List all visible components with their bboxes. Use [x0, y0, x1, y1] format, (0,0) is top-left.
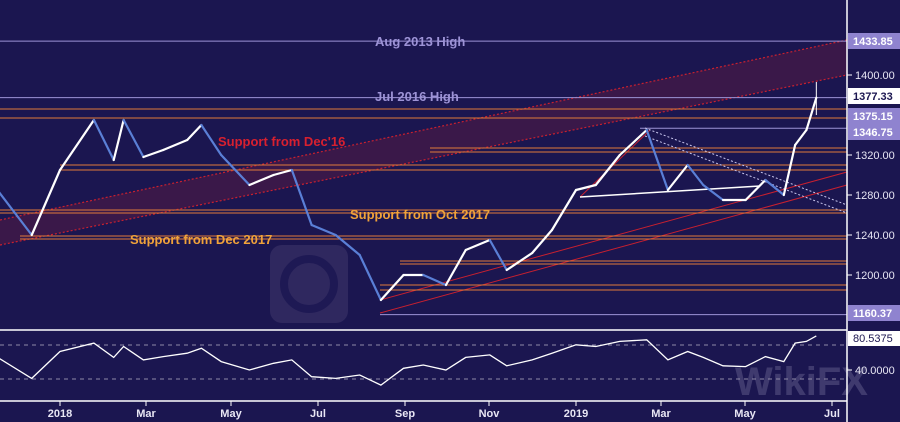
support-channel-dec16 [0, 39, 848, 246]
annotation-support-dec-2017: Support from Dec 2017 [130, 232, 272, 247]
price-segment [358, 253, 383, 302]
price-label: 1160.37 [853, 308, 892, 320]
x-tick-label: Sep [395, 408, 415, 420]
price-segment [186, 123, 203, 142]
price-segment [200, 123, 223, 157]
price-segment [112, 118, 125, 162]
price-segment [550, 188, 578, 232]
price-segment [290, 168, 313, 227]
price-segment [379, 273, 405, 302]
x-tick-label: 2019 [564, 408, 588, 420]
price-segment [618, 128, 648, 157]
x-tick-label: Mar [136, 408, 156, 420]
x-tick-label: Mar [651, 408, 671, 420]
price-segment [0, 191, 33, 237]
y-tick-label: 1200.00 [855, 270, 895, 282]
x-tick-label: 2018 [48, 408, 72, 420]
price-segment [444, 248, 467, 287]
price-segment [805, 96, 818, 132]
price-series [0, 82, 818, 302]
x-tick-label: Jul [824, 408, 840, 420]
x-tick-label: May [220, 408, 242, 420]
price-segment [142, 148, 165, 159]
price-label-box [848, 88, 900, 104]
y-tick-label: 1320.00 [855, 150, 895, 162]
price-segment [220, 153, 251, 187]
price-segment [58, 118, 96, 172]
wikifx-logo-watermark: WikiFX [270, 245, 868, 404]
price-segment [531, 228, 554, 255]
x-tick-label: May [734, 408, 756, 420]
price-segment [310, 223, 337, 237]
trendlines [579, 127, 848, 214]
annotation-jul-2016-high: Jul 2016 High [375, 89, 459, 104]
price-segment [794, 128, 808, 147]
price-segment [645, 128, 669, 192]
support-resistance-levels [0, 40, 847, 316]
price-segment [702, 183, 725, 202]
price-segment [30, 168, 62, 237]
price-segment [464, 238, 491, 252]
price-label: 1433.85 [853, 36, 893, 48]
annotation-support-oct-2017: Support from Oct 2017 [350, 207, 490, 222]
y-axis-ticks: 1400.00 1320.00 1280.00 1240.00 1200.00 1433.… [847, 33, 900, 377]
price-label: 1377.33 [853, 91, 893, 103]
price-segment [334, 233, 361, 257]
price-label: 1346.75 [853, 127, 893, 139]
price-segment [92, 118, 115, 162]
svg-text:WikiFX: WikiFX [735, 360, 868, 404]
rsi-current-box [848, 331, 900, 346]
price-label-box [848, 33, 900, 49]
price-segment [574, 183, 597, 192]
price-segment [272, 168, 293, 177]
rsi-line [0, 335, 817, 386]
price-label: 1375.15 [853, 111, 893, 123]
annotation-support-dec16: Support from Dec'16 [218, 134, 345, 149]
price-label-box [848, 108, 900, 124]
price-segment [488, 238, 508, 272]
price-segment [744, 178, 767, 202]
price-segment [764, 178, 785, 197]
annotation-aug-2013-high: Aug 2013 High [375, 34, 465, 49]
y-tick-label: 1240.00 [855, 230, 895, 242]
price-segment [505, 251, 534, 272]
price-segment [666, 163, 689, 192]
price-segment [594, 153, 621, 187]
x-tick-label: Jul [310, 408, 326, 420]
price-segment [686, 163, 705, 187]
rsi-series [0, 335, 817, 386]
price-segment [248, 173, 275, 187]
price-segment [422, 273, 448, 287]
rsi-current-label: 80.5375 [853, 333, 893, 345]
price-label-box [848, 124, 900, 140]
y-tick-label: 1400.00 [855, 70, 895, 82]
price-label-box [848, 305, 900, 321]
rsi-tick-label: 40.0000 [855, 365, 895, 377]
x-axis-ticks: 2018 Mar May Jul Sep Nov 2019 Mar May Jul [48, 401, 840, 420]
price-segment [162, 138, 189, 152]
x-tick-label: Nov [479, 408, 501, 420]
price-segment [782, 143, 797, 197]
price-segment [122, 118, 145, 159]
y-tick-label: 1280.00 [855, 190, 895, 202]
